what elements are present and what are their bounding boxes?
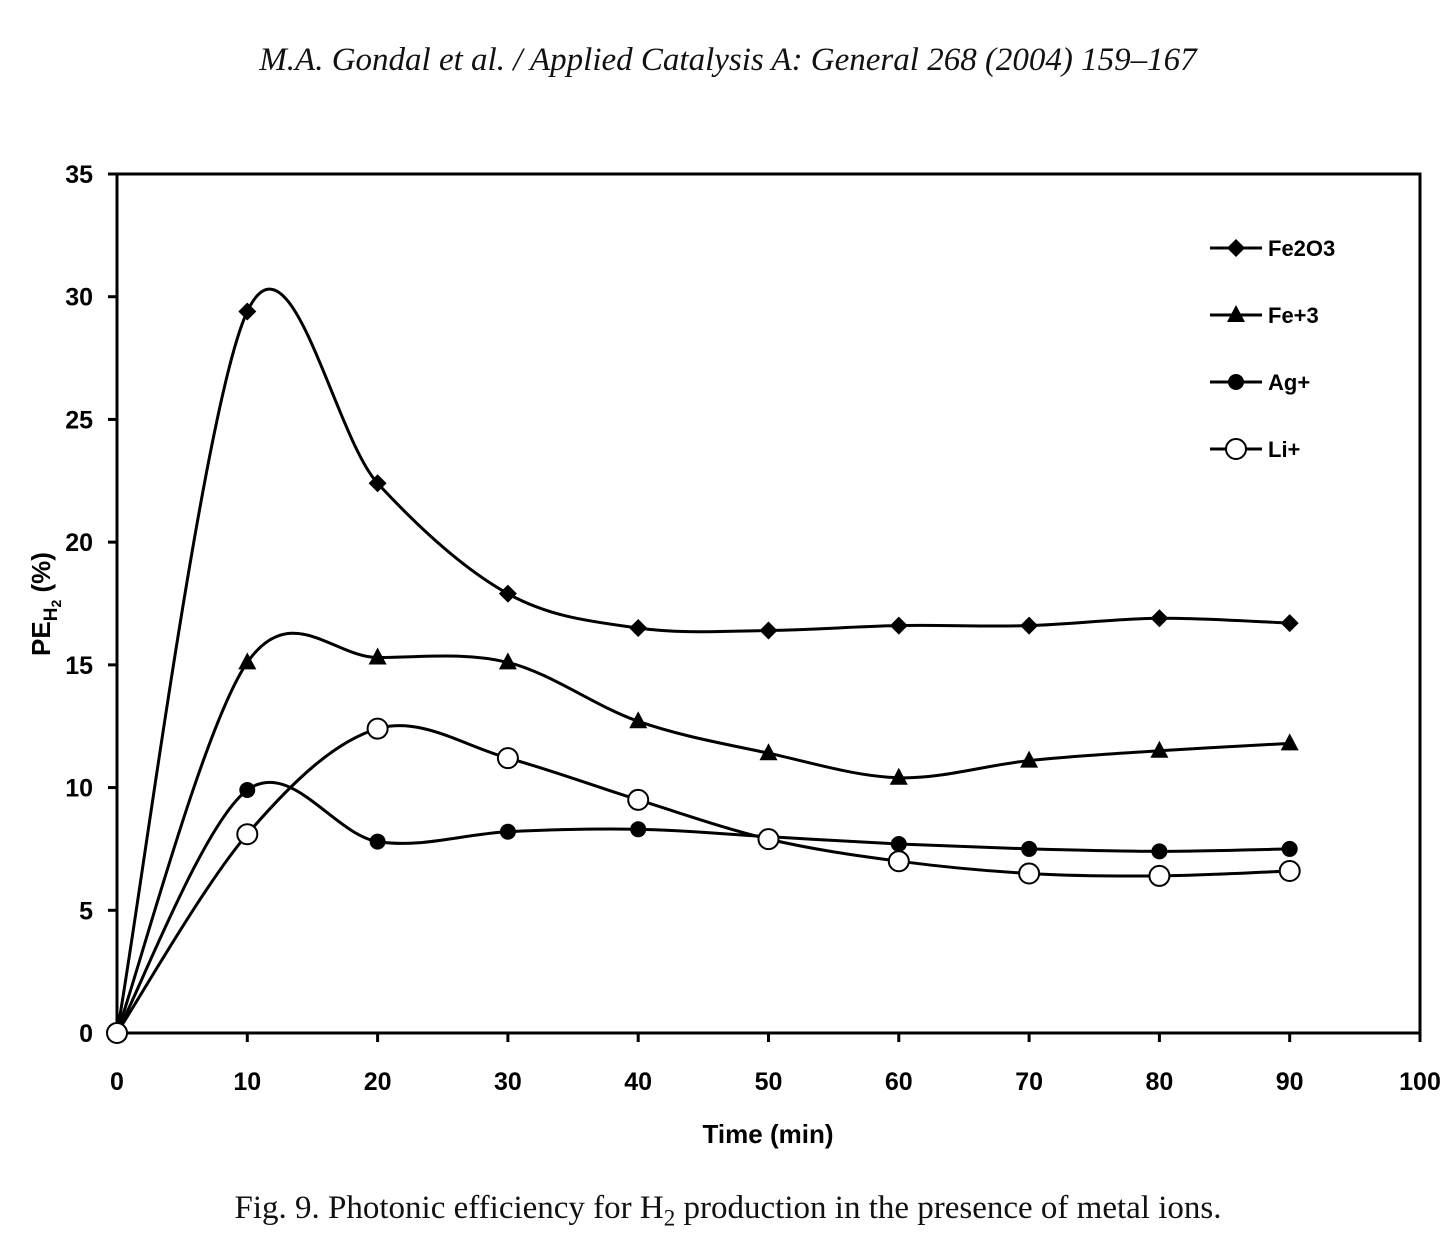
data-point-ag — [1021, 840, 1038, 857]
data-point-li — [106, 1022, 128, 1044]
x-tick-label: 80 — [1145, 1068, 1173, 1096]
x-tick-label: 50 — [755, 1068, 783, 1096]
x-tick-label: 30 — [494, 1068, 522, 1096]
x-tick-label: 70 — [1015, 1068, 1043, 1096]
data-point-fe2o3 — [629, 619, 648, 638]
series-line-li — [115, 724, 1290, 1034]
data-point-fe-3 — [1020, 750, 1039, 768]
y-tick-label: 5 — [79, 897, 93, 925]
legend-item-fe2o3: Fe2O3 — [1210, 236, 1335, 261]
legend-label-li: Li+ — [1268, 437, 1300, 462]
series-fe-3 — [108, 631, 1299, 1040]
data-point-li — [366, 717, 389, 740]
data-point-ag — [630, 821, 647, 838]
data-point-ag — [1151, 843, 1168, 860]
data-point-fe-3 — [629, 711, 648, 729]
journal-header: M.A. Gondal et al. / Applied Catalysis A… — [259, 42, 1197, 78]
series-line-ag — [115, 780, 1290, 1034]
x-tick-label: 100 — [1399, 1068, 1441, 1096]
data-point-fe2o3 — [498, 584, 517, 603]
y-axis: 0 5 10 15 20 25 30 35 — [65, 161, 117, 1048]
plot-border — [115, 172, 1422, 1035]
line-chart: 0 10 20 30 40 50 60 70 80 90 100 0 5 10 15 20 25 30 35 Fe… — [26, 161, 1441, 1149]
data-point-li — [757, 828, 780, 851]
series-fe2o3 — [108, 287, 1299, 1042]
x-tick-label: 60 — [885, 1068, 913, 1096]
y-tick-label: 30 — [65, 284, 93, 312]
data-point-li — [1018, 862, 1041, 885]
y-tick-label: 15 — [65, 652, 93, 680]
data-point-li — [496, 747, 519, 770]
series-li — [106, 717, 1301, 1044]
data-point-fe2o3 — [1280, 614, 1299, 633]
y-axis-label: PEH2 (%) — [26, 552, 64, 656]
series-line-fe2o3 — [115, 287, 1290, 1034]
data-point-fe-3 — [368, 647, 387, 665]
data-point-ag — [239, 782, 256, 799]
plot-area — [115, 172, 1422, 1035]
x-tick-label: 90 — [1276, 1068, 1304, 1096]
y-axis-label-unit: (%) — [26, 552, 56, 600]
data-point-fe-3 — [498, 652, 517, 670]
x-axis-label: Time (min) — [703, 1119, 834, 1149]
legend-marker-fe-3 — [1227, 305, 1245, 322]
x-tick-label: 0 — [110, 1068, 124, 1096]
x-tick-label: 20 — [364, 1068, 392, 1096]
data-point-li — [1278, 860, 1301, 883]
legend-label-fe-3: Fe+3 — [1268, 303, 1319, 328]
y-tick-label: 35 — [65, 161, 93, 189]
legend-label-ag: Ag+ — [1268, 370, 1310, 395]
series-layer — [106, 287, 1301, 1044]
legend-item-ag: Ag+ — [1210, 370, 1310, 395]
x-tick-label: 40 — [624, 1068, 652, 1096]
legend: Fe2O3 Fe+3 Ag+ Li+ — [1210, 236, 1335, 462]
y-tick-label: 20 — [65, 529, 93, 557]
y-axis-label-subsub: 2 — [48, 600, 64, 608]
y-tick-label: 10 — [65, 775, 93, 803]
caption-prefix: Fig. 9. Photonic efficiency for H — [234, 1190, 664, 1226]
data-point-li — [627, 788, 650, 811]
y-axis-label-sub: H — [41, 608, 62, 622]
data-point-fe2o3 — [889, 616, 908, 635]
data-point-fe2o3 — [238, 302, 257, 321]
x-axis: 0 10 20 30 40 50 60 70 80 90 100 — [110, 1033, 1441, 1096]
data-point-ag — [499, 823, 516, 840]
y-axis-label-main: PE — [26, 621, 56, 656]
figure-caption: Fig. 9. Photonic efficiency for H2 produ… — [0, 1190, 1456, 1232]
data-point-fe-3 — [889, 767, 908, 785]
data-point-li — [887, 850, 910, 873]
data-point-ag — [369, 833, 386, 850]
data-point-fe-3 — [759, 743, 778, 761]
data-point-fe2o3 — [1020, 616, 1039, 635]
data-point-fe2o3 — [759, 621, 778, 640]
x-tick-label: 10 — [233, 1068, 261, 1096]
caption-suffix: production in the presence of metal ions… — [675, 1190, 1222, 1226]
data-point-ag — [890, 836, 907, 853]
caption-subscript: 2 — [663, 1204, 676, 1231]
data-point-fe2o3 — [1150, 609, 1169, 628]
legend-marker-li — [1225, 438, 1247, 460]
data-point-fe2o3 — [368, 474, 387, 493]
y-tick-label: 0 — [79, 1020, 93, 1048]
legend-marker-fe2o3 — [1227, 239, 1245, 257]
data-point-fe-3 — [1150, 740, 1169, 758]
data-point-fe-3 — [1280, 733, 1299, 751]
legend-item-li: Li+ — [1210, 437, 1300, 462]
y-tick-label: 25 — [65, 406, 93, 434]
data-point-li — [1148, 864, 1171, 887]
data-point-fe-3 — [238, 652, 257, 670]
legend-marker-ag — [1228, 374, 1244, 390]
legend-label-fe2o3: Fe2O3 — [1268, 236, 1335, 261]
data-point-li — [236, 823, 259, 846]
legend-item-fe-3: Fe+3 — [1210, 303, 1319, 328]
data-point-ag — [1281, 840, 1298, 857]
